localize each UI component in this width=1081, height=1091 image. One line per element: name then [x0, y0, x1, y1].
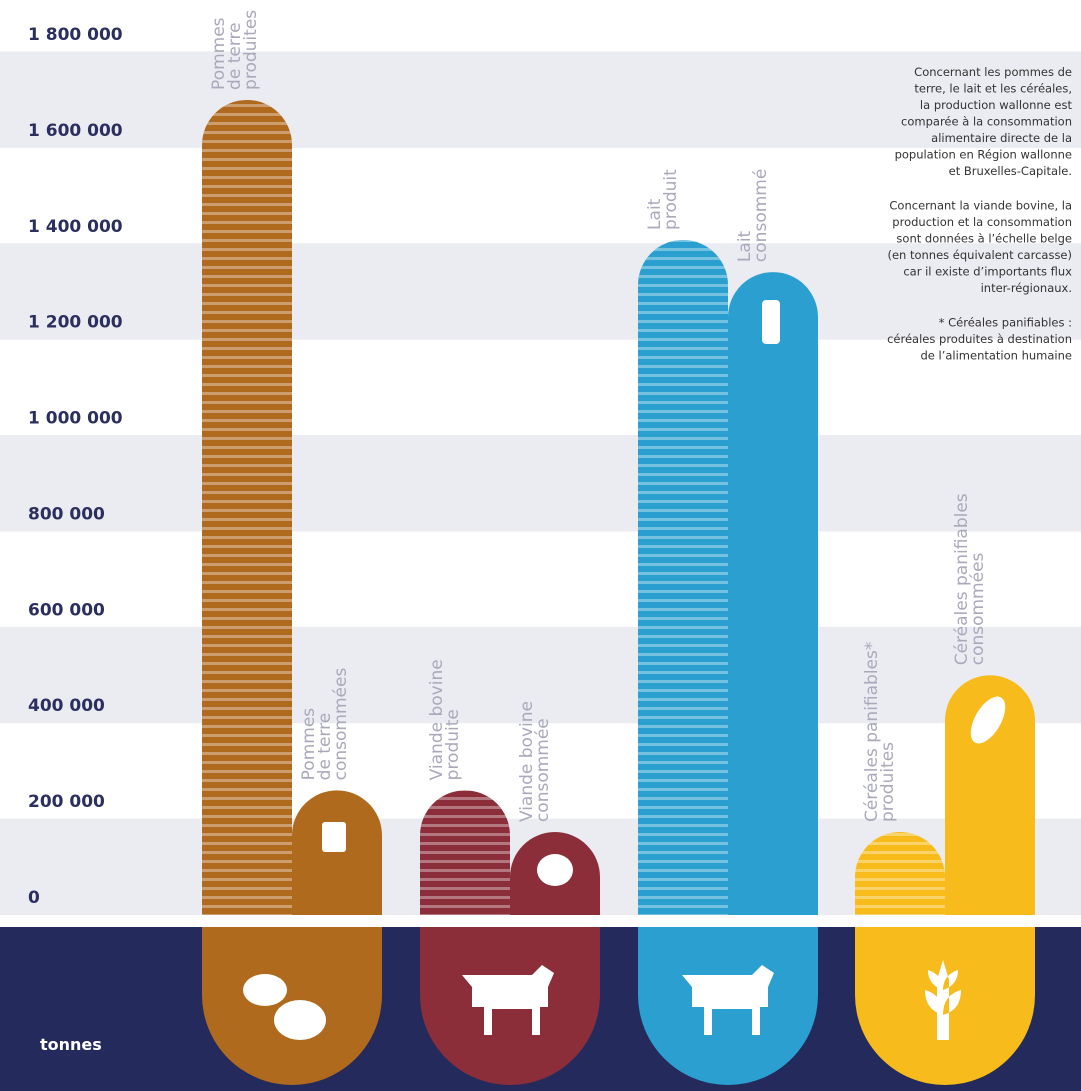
note-line: production et la consommation	[892, 215, 1072, 229]
note-line: de l’alimentation humaine	[920, 349, 1072, 363]
y-tick-label: 200 000	[28, 792, 105, 812]
bar-texture	[638, 239, 728, 915]
potato-icon	[243, 974, 287, 1006]
y-tick-label: 1 600 000	[28, 121, 123, 141]
fries-icon	[322, 822, 346, 852]
unit-label: tonnes	[40, 1035, 102, 1054]
note-line: alimentaire directe de la	[931, 131, 1072, 145]
bar-label: Viande bovineconsommée	[517, 701, 553, 822]
bar-label: Viande bovineproduite	[427, 659, 463, 780]
note-line: * Céréales panifiables :	[939, 316, 1072, 330]
bar-texture	[420, 790, 510, 915]
milk-icon	[762, 300, 780, 344]
y-tick-label: 600 000	[28, 600, 105, 620]
bar-label: Laitconsommé	[735, 169, 771, 262]
bar-label-line: Pommes	[209, 17, 229, 90]
bar-label-line: Lait	[735, 230, 755, 262]
bar-label-line: Viande bovine	[517, 701, 537, 822]
bar-label-line: consommée	[533, 718, 553, 822]
y-tick-label: 1 000 000	[28, 409, 123, 429]
note-line: la production wallonne est	[920, 98, 1073, 112]
y-tick-label: 1 400 000	[28, 217, 123, 237]
bar-label-line: Céréales panifiables	[952, 493, 972, 665]
bar-label: Pommesde terreconsommées	[299, 668, 351, 781]
bread-icon	[970, 696, 1006, 744]
wheat-icon	[925, 960, 961, 1040]
category-bowl	[855, 927, 1035, 1085]
bar-label-line: Céréales panifiables*	[862, 642, 882, 822]
bar-texture	[855, 832, 945, 915]
bar	[292, 790, 382, 915]
bar-label: Céréales panifiables*produites	[862, 642, 898, 822]
bar-label-line: de terre	[315, 713, 335, 781]
bar-label-line: produite	[443, 709, 463, 780]
bar-label-line: Viande bovine	[427, 659, 447, 780]
bar-label-line: produites	[878, 742, 898, 822]
cow-icon	[682, 965, 774, 1035]
note-line: Concernant les pommes de	[914, 65, 1072, 79]
bar-texture	[202, 99, 292, 915]
note-line: population en Région wallonne	[895, 148, 1072, 162]
note-line: et Bruxelles-Capitale.	[949, 164, 1072, 178]
note-line: car il existe d’importants flux	[903, 265, 1072, 279]
bar-label-line: produites	[241, 10, 261, 90]
bar-label: Pommesde terreproduites	[209, 10, 261, 90]
cow-icon	[462, 965, 554, 1035]
y-tick-label: 1 800 000	[28, 25, 123, 45]
y-tick-label: 1 200 000	[28, 313, 123, 333]
note-line: Concernant la viande bovine, la	[889, 199, 1072, 213]
bar	[728, 272, 818, 915]
grid-band	[0, 52, 1081, 148]
bar-label: Céréales panifiablesconsommées	[952, 493, 988, 665]
y-tick-label: 800 000	[28, 504, 105, 524]
note-line: comparée à la consommation	[901, 115, 1072, 129]
bar-label-line: consommé	[751, 169, 771, 262]
bar-label-line: produit	[661, 169, 681, 230]
bar-label-line: consommées	[331, 668, 351, 781]
grid-band	[0, 243, 1081, 340]
bar-label-line: de terre	[225, 22, 245, 90]
bar-label-line: consommées	[968, 552, 988, 665]
grid-band	[0, 627, 1081, 724]
note-line: sont données à l’échelle belge	[896, 232, 1072, 246]
note-line: terre, le lait et les céréales,	[914, 82, 1072, 96]
meat-icon	[537, 854, 573, 886]
bar-label-line: Pommes	[299, 708, 319, 781]
bar-label-line: Lait	[645, 198, 665, 230]
note-line: (en tonnes équivalent carcasse)	[887, 248, 1072, 262]
potato-icon	[274, 1000, 326, 1040]
grid-band	[0, 435, 1081, 532]
bar	[945, 675, 1035, 915]
y-tick-label: 0	[28, 888, 40, 908]
note-line: inter-régionaux.	[981, 281, 1072, 295]
note-line: céréales produites à destination	[887, 332, 1072, 346]
bar-label: Laitproduit	[645, 169, 681, 230]
icons	[243, 300, 1006, 1040]
y-tick-label: 400 000	[28, 696, 105, 716]
